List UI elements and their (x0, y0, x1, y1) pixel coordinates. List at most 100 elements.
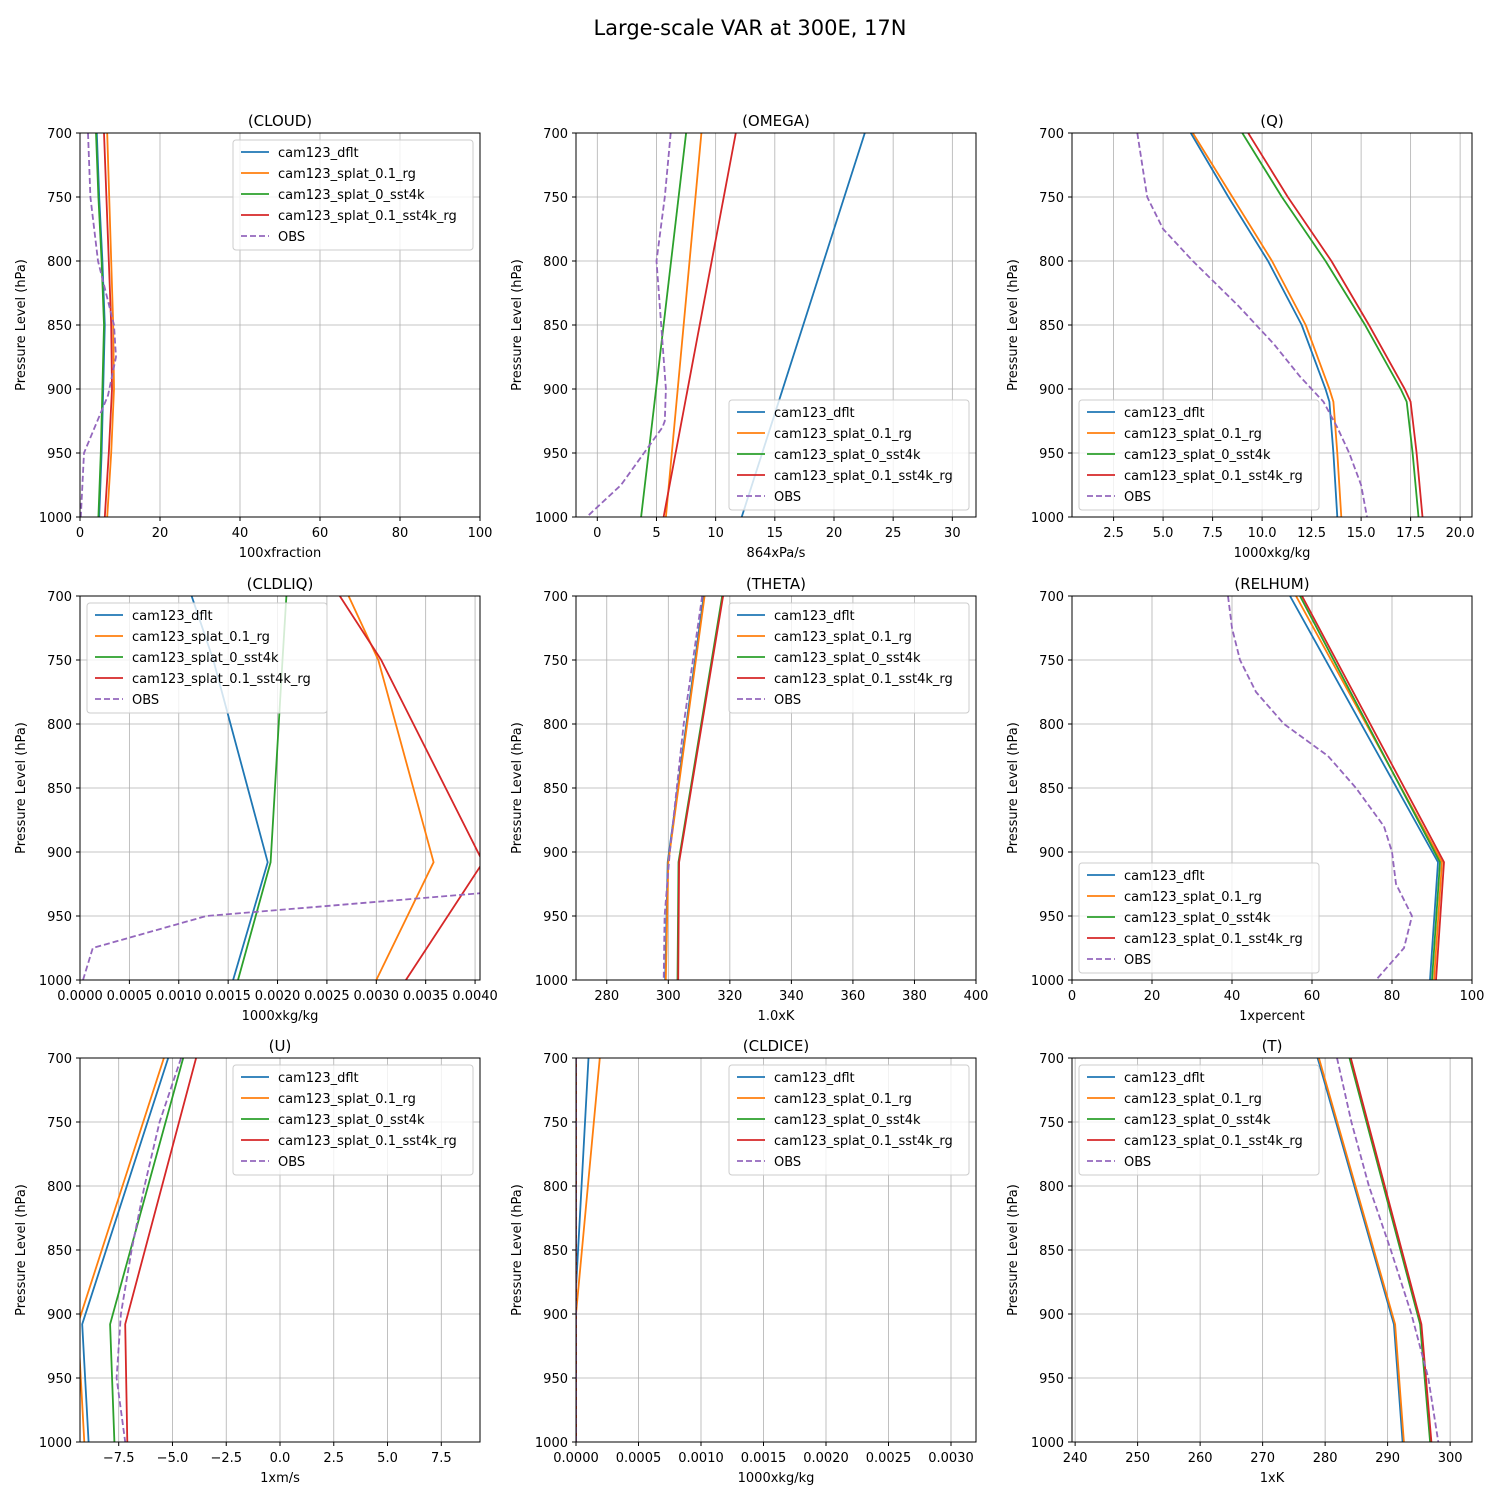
y-tick-label: 900 (1039, 383, 1064, 398)
legend: cam123_dflt cam123_splat_0.1_rg cam123_spl… (86, 602, 328, 714)
legend-label: cam123_splat_0.1_rg (278, 1092, 416, 1107)
y-tick-label: 700 (543, 127, 568, 142)
y-tick-label: 750 (1039, 654, 1064, 669)
legend-label: cam123_splat_0.1_sst4k_rg (774, 469, 953, 484)
legend-box (1078, 862, 1320, 974)
legend-label: OBS (1124, 953, 1151, 968)
x-axis-label: 1xK (1260, 1471, 1285, 1486)
series-line-cam123-dflt (81, 1058, 170, 1442)
y-tick-label: 800 (543, 718, 568, 733)
plot-area (80, 1058, 197, 1442)
y-tick-label: 850 (1039, 319, 1064, 334)
panel-title: (THETA) (746, 575, 806, 593)
plot-area (80, 133, 117, 517)
y-axis-label: Pressure Level (hPa) (510, 1184, 525, 1316)
series-line-cam123-splat-0-sst4k (1241, 133, 1420, 517)
y-tick-label: 900 (543, 383, 568, 398)
y-tick-label: 950 (543, 447, 568, 462)
series-line-cam123-splat-0-sst4k (640, 133, 687, 517)
y-tick-label: 1000 (39, 511, 72, 526)
x-tick-label: 300 (1438, 1451, 1463, 1466)
y-tick-label: 700 (47, 127, 72, 142)
x-tick-label: 10 (707, 526, 724, 541)
x-tick-label: 240 (1063, 1451, 1088, 1466)
x-tick-label: 12.5 (1297, 526, 1326, 541)
legend-label: cam123_dflt (278, 1071, 359, 1086)
series-line-obs (662, 596, 704, 980)
y-tick-label: 1000 (535, 511, 568, 526)
y-tick-label: 1000 (1031, 974, 1064, 989)
x-tick-label: 5.0 (1153, 526, 1174, 541)
x-tick-label: 60 (1304, 989, 1321, 1004)
y-tick-label: 850 (543, 782, 568, 797)
legend-label: cam123_splat_0.1_sst4k_rg (774, 1134, 953, 1149)
series-line-obs (1336, 1058, 1440, 1442)
y-tick-label: 950 (47, 910, 72, 925)
x-tick-label: 280 (1313, 1451, 1338, 1466)
legend-label: cam123_splat_0_sst4k (774, 651, 921, 666)
y-tick-label: 900 (1039, 846, 1064, 861)
x-tick-label: 0.0025 (304, 989, 350, 1004)
x-tick-label: 0.0000 (57, 989, 103, 1004)
series-line-obs (1136, 133, 1368, 517)
series-line-cam123-splat-0-1-rg (347, 596, 435, 980)
y-tick-label: 900 (1039, 1308, 1064, 1323)
panel-omega: 0 5 10 15 20 25 30 700 750 800 850 900 950 1000 (OMEGA… (510, 112, 977, 561)
y-axis-label: Pressure Level (hPa) (1006, 259, 1021, 391)
panel-title: (Q) (1260, 112, 1284, 130)
x-tick-label: 100 (1460, 989, 1485, 1004)
x-tick-label: 2.5 (323, 1451, 344, 1466)
x-tick-label: −2.5 (210, 1451, 242, 1466)
series-line-cam123-splat-0-1-rg (665, 133, 703, 517)
panel-cldliq: 0.0000 0.0005 0.0010 0.0015 0.0020 0.0025 0.00… (14, 575, 498, 1024)
x-tick-label: 15 (767, 526, 784, 541)
series-line-obs (82, 892, 480, 980)
y-axis-label: Pressure Level (hPa) (14, 1184, 29, 1316)
legend-label: OBS (1124, 1155, 1151, 1170)
x-tick-label: 0.0015 (741, 1451, 787, 1466)
plot-area (1136, 133, 1424, 517)
x-axis-label: 1.0xK (758, 1009, 795, 1024)
panel-u: −7.5 −5.0 −2.5 0.0 2.5 5.0 7.5 700 750 800 850 900 9… (14, 1037, 481, 1486)
y-tick-label: 950 (1039, 447, 1064, 462)
y-tick-label: 750 (47, 1116, 72, 1131)
legend-label: cam123_splat_0.1_rg (1124, 1092, 1262, 1107)
x-tick-label: 380 (902, 989, 927, 1004)
x-tick-label: 10.0 (1248, 526, 1277, 541)
legend-label: cam123_dflt (132, 609, 213, 624)
series-line-cam123-splat-0-1-sst4k-rg (339, 596, 480, 980)
legend-label: cam123_splat_0.1_sst4k_rg (132, 672, 311, 687)
panel-title: (T) (1262, 1037, 1283, 1055)
x-tick-label: 30 (944, 526, 961, 541)
series-line-cam123-splat-0-sst4k (1348, 1058, 1431, 1442)
y-tick-label: 1000 (1031, 511, 1064, 526)
legend-box (1078, 1064, 1320, 1176)
y-tick-label: 750 (543, 654, 568, 669)
figure-title: Large-scale VAR at 300E, 17N (593, 16, 907, 40)
x-tick-label: 20 (1144, 989, 1161, 1004)
plot-area (1227, 596, 1445, 980)
plot-area (576, 1058, 601, 1442)
y-tick-label: 850 (1039, 782, 1064, 797)
x-tick-label: 0 (1068, 989, 1076, 1004)
legend-label: OBS (774, 693, 801, 708)
y-axis-label: Pressure Level (hPa) (510, 722, 525, 854)
legend-label: cam123_dflt (278, 146, 359, 161)
y-tick-label: 800 (47, 255, 72, 270)
x-tick-label: 7.5 (1202, 526, 1223, 541)
series-line-cam123-splat-0-1-rg (80, 1058, 165, 1442)
series-line-obs (586, 133, 672, 517)
y-tick-label: 900 (47, 383, 72, 398)
plot-area (1316, 1058, 1440, 1442)
y-tick-label: 800 (543, 255, 568, 270)
x-tick-label: 5.0 (377, 1451, 398, 1466)
x-tick-label: 17.5 (1396, 526, 1425, 541)
series-line-cam123-splat-0-1-rg (576, 1058, 601, 1442)
legend-label: OBS (278, 230, 305, 245)
legend-label: cam123_splat_0.1_rg (774, 427, 912, 442)
legend-label: cam123_splat_0.1_rg (1124, 427, 1262, 442)
x-tick-label: 0.0020 (803, 1451, 849, 1466)
legend-label: OBS (774, 490, 801, 505)
series-line-cam123-dflt (1316, 1058, 1404, 1442)
x-axis-label: 1000xkg/kg (1234, 546, 1311, 561)
